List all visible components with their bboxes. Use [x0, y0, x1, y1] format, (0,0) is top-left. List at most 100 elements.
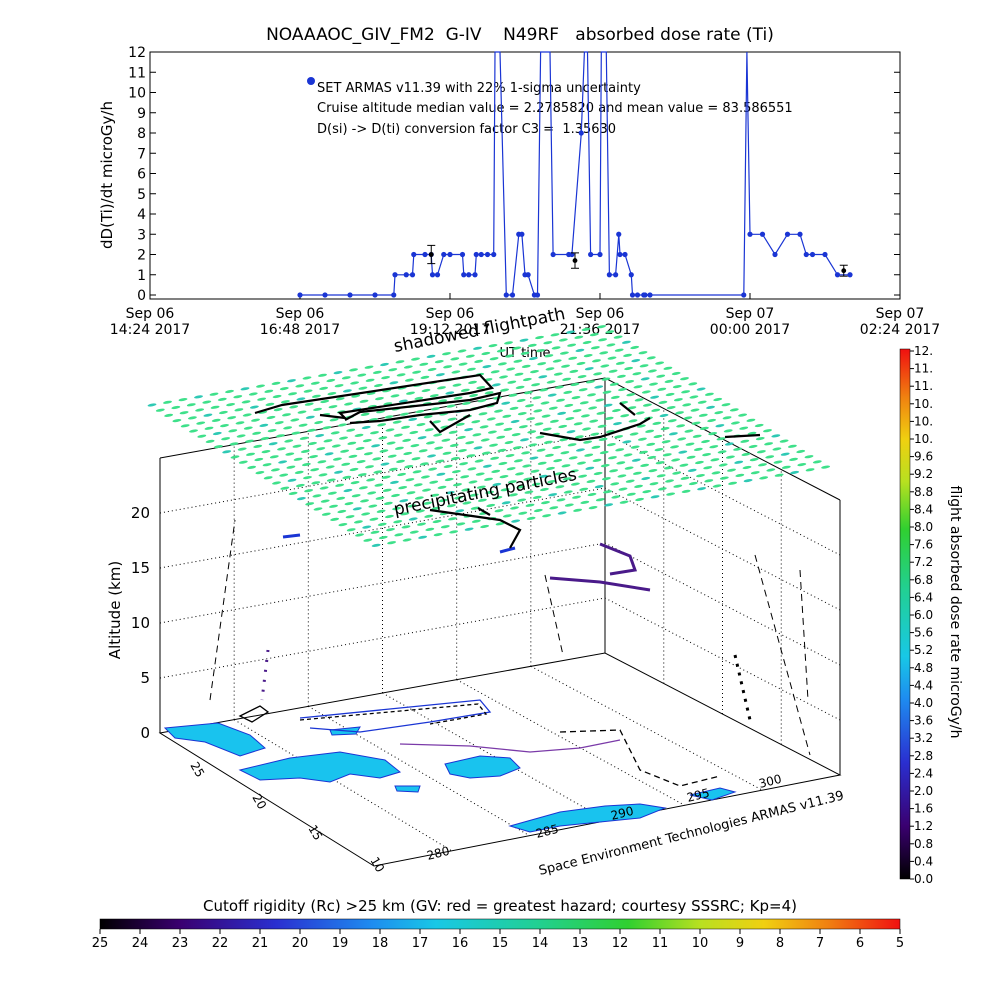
particle-cell: [471, 420, 481, 424]
dose-point: [459, 251, 466, 258]
particle-cell: [554, 385, 564, 389]
particle-cell: [519, 338, 529, 342]
particle-cell: [599, 351, 609, 355]
particle-cell: [353, 520, 363, 524]
dose-colorbar-tick-label: 10.: [914, 432, 933, 446]
particle-cell: [701, 439, 710, 444]
particle-cell: [596, 411, 606, 415]
particle-cell: [697, 400, 707, 404]
particle-cell: [259, 423, 269, 427]
particle-cell: [334, 470, 343, 474]
particle-cell: [568, 456, 578, 460]
y-tick-label: 7: [137, 146, 146, 162]
particle-cell: [171, 405, 181, 410]
particle-cell: [341, 462, 351, 466]
particle-cell: [367, 491, 377, 495]
particle-cell: [545, 367, 555, 371]
mid-tracks: [260, 533, 752, 721]
particle-cell: [727, 468, 736, 472]
particle-cell: [476, 485, 486, 489]
particle-cell: [585, 380, 595, 384]
particle-cell: [630, 345, 640, 350]
chart-title: NOAAAOC_GIV_FM2 G-IV N49RF absorbed dose…: [266, 25, 774, 45]
particle-cell: [544, 453, 554, 457]
particle-cell: [466, 454, 476, 458]
particle-cell: [487, 430, 497, 434]
particle-cell: [311, 394, 321, 398]
particle-cell: [251, 418, 260, 422]
particle-cell: [364, 365, 374, 369]
dose-point: [372, 292, 378, 298]
dose-point: [803, 251, 809, 258]
dose-point: [784, 231, 791, 237]
particle-cell: [680, 476, 690, 480]
particle-cell: [263, 476, 273, 480]
particle-cell: [608, 369, 618, 373]
particle-cell: [678, 450, 688, 454]
particle-cell: [402, 538, 412, 542]
dose-point: [747, 231, 753, 237]
particle-cell: [451, 370, 461, 374]
particle-cell: [635, 411, 645, 415]
particle-cell: [613, 422, 622, 426]
particle-cell: [505, 454, 515, 458]
particle-cell: [391, 493, 400, 498]
particle-cell: [458, 362, 468, 366]
particle-cell: [389, 480, 399, 484]
particle-cell: [679, 463, 689, 467]
particle-cell: [327, 392, 337, 396]
particle-cell: [195, 408, 205, 412]
particle-cell: [553, 372, 563, 376]
particle-cell: [721, 403, 731, 407]
particle-cell: [450, 456, 460, 461]
particle-cell: [509, 406, 519, 410]
particle-cell: [624, 466, 634, 470]
particle-cell: [285, 452, 295, 456]
particle-cell: [434, 446, 444, 450]
particle-cell: [361, 512, 371, 516]
rigidity-tick-label: 10: [692, 936, 709, 951]
particle-cell: [750, 471, 760, 475]
particle-cell: [381, 376, 391, 380]
dose-point: [534, 292, 541, 298]
particle-cell: [293, 457, 303, 461]
dose-point: [447, 251, 453, 258]
x-tick-label-day: Sep 07: [726, 306, 775, 322]
particle-cell: [598, 437, 608, 441]
particle-cell: [522, 377, 532, 382]
particle-cell: [589, 419, 599, 423]
particle-cell: [537, 461, 547, 465]
altitude-gridline: [159, 542, 841, 666]
particle-cell: [295, 384, 305, 388]
particle-cell: [812, 460, 822, 464]
particle-cell: [647, 369, 657, 373]
dose-series: [297, 51, 853, 298]
particle-cell: [441, 438, 451, 442]
dose-point: [473, 251, 479, 258]
particle-cell: [425, 441, 435, 445]
particle-cell: [370, 530, 380, 534]
particle-cell: [334, 384, 344, 388]
particle-cell: [774, 473, 784, 477]
particle-cell: [278, 460, 288, 464]
particle-cell: [631, 359, 641, 363]
particle-cell: [311, 481, 321, 485]
particle-cell: [497, 448, 507, 452]
particle-cell: [347, 441, 357, 445]
particle-cell: [707, 418, 717, 423]
particle-cell: [513, 359, 523, 363]
particle-cell: [310, 468, 320, 472]
rigidity-tick-label: 19: [332, 936, 349, 951]
particle-cell: [711, 471, 721, 475]
particle-cell: [284, 439, 294, 443]
dose-colorbar-tick-label: 11.: [914, 379, 933, 393]
shadowed-flightpath: [254, 373, 761, 549]
particle-cell: [172, 419, 182, 423]
altitude-axis-label: Altitude (km): [106, 561, 124, 659]
particle-cell: [461, 488, 471, 492]
particle-cell: [667, 419, 677, 423]
particle-cell: [741, 452, 751, 456]
y-tick-label: 4: [137, 207, 146, 223]
particle-cell: [358, 386, 368, 390]
error-point: [841, 268, 847, 274]
